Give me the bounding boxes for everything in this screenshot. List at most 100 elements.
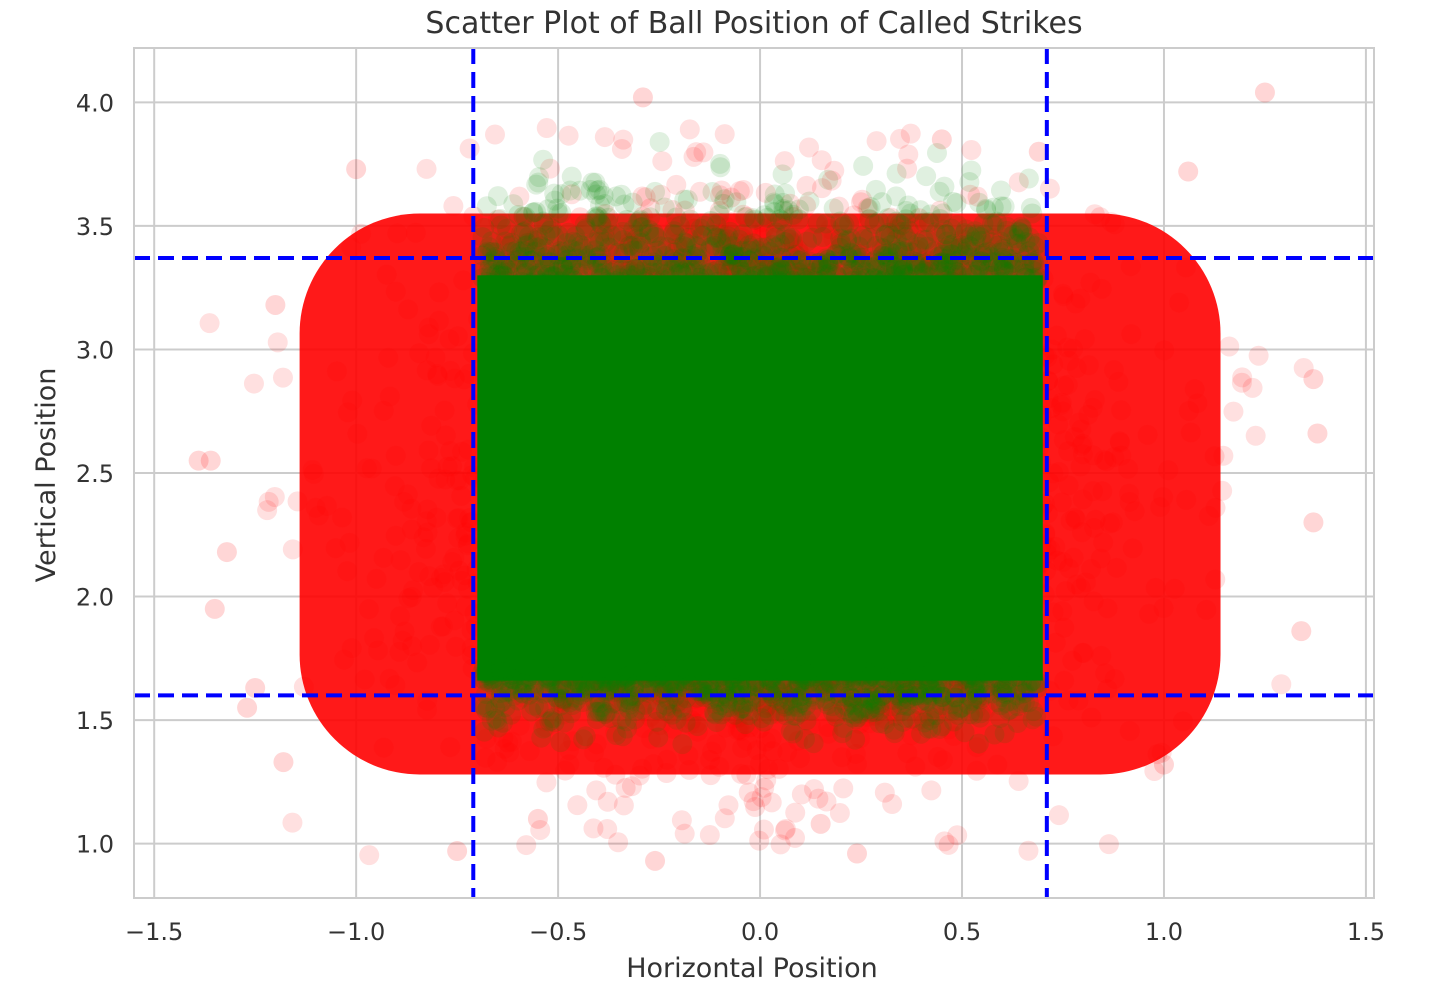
ball-point xyxy=(283,539,303,559)
strike-point xyxy=(649,666,669,686)
ball-point xyxy=(268,332,288,352)
strike-point xyxy=(982,266,1002,286)
ball-point xyxy=(718,795,738,815)
ball-point xyxy=(458,440,478,460)
ball-point xyxy=(928,747,948,767)
ball-point xyxy=(1054,376,1074,396)
strike-point xyxy=(934,177,954,197)
ball-point xyxy=(516,835,536,855)
ball-point xyxy=(555,761,575,781)
strike-point xyxy=(916,166,936,186)
ball-point xyxy=(364,628,384,648)
strike-point xyxy=(695,682,715,702)
ball-point xyxy=(1054,618,1074,638)
strike-point xyxy=(551,732,571,752)
ball-point xyxy=(1154,340,1174,360)
ball-point xyxy=(1154,598,1174,618)
strike-point xyxy=(773,164,793,184)
strike-point xyxy=(870,252,890,272)
ball-point xyxy=(385,675,405,695)
strike-point xyxy=(1021,198,1041,218)
ball-point xyxy=(1169,293,1189,313)
strike-point xyxy=(898,196,918,216)
ball-point xyxy=(1086,510,1106,530)
ball-point xyxy=(867,131,887,151)
ball-point xyxy=(380,386,400,406)
strike-point xyxy=(872,277,892,297)
ball-point xyxy=(833,778,853,798)
ball-point xyxy=(790,748,810,768)
ball-outlier-point xyxy=(1178,162,1198,182)
ball-point xyxy=(367,569,387,589)
ball-point xyxy=(1099,834,1119,854)
ball-point xyxy=(921,780,941,800)
ball-point xyxy=(567,795,587,815)
ball-outlier-point xyxy=(237,698,257,718)
ball-point xyxy=(1223,402,1243,422)
ball-point xyxy=(1054,671,1074,691)
ball-point xyxy=(420,635,440,655)
strike-point xyxy=(678,190,698,210)
strike-point xyxy=(562,167,582,187)
ball-point xyxy=(417,159,437,179)
ball-point xyxy=(351,224,371,244)
ball-point xyxy=(763,741,783,761)
ball-point xyxy=(417,700,437,720)
ball-point xyxy=(1271,674,1291,694)
ball-point xyxy=(423,578,443,598)
ball-point xyxy=(1083,481,1103,501)
strike-point xyxy=(601,262,621,282)
ball-point xyxy=(288,491,308,511)
ball-point xyxy=(459,364,479,384)
strike-point xyxy=(991,180,1011,200)
ball-point xyxy=(680,119,700,139)
ball-outlier-point xyxy=(1303,512,1323,532)
strike-point xyxy=(1013,224,1033,244)
ball-point xyxy=(304,464,324,484)
ball-point xyxy=(378,348,398,368)
ball-point xyxy=(1092,279,1112,299)
ball-point xyxy=(1185,379,1205,399)
ball-point xyxy=(443,196,463,216)
strike-point xyxy=(613,222,633,242)
ball-outlier-point xyxy=(273,752,293,772)
ball-point xyxy=(1179,401,1199,421)
ball-point xyxy=(355,669,375,689)
strike-point xyxy=(818,170,838,190)
ball-point xyxy=(359,845,379,865)
ball-point xyxy=(614,795,634,815)
strike-point xyxy=(472,695,492,715)
ball-outlier-point xyxy=(645,851,665,871)
ball-point xyxy=(347,424,367,444)
strike-point xyxy=(493,713,513,733)
ball-point xyxy=(1051,395,1071,415)
ball-point xyxy=(1048,414,1068,434)
strike-point xyxy=(593,660,613,680)
strike-point xyxy=(754,205,774,225)
ball-point xyxy=(437,593,457,613)
strike-point xyxy=(474,722,494,742)
ball-point xyxy=(1085,390,1105,410)
strike-point xyxy=(1019,169,1039,189)
ball-point xyxy=(1009,771,1029,791)
strike-point xyxy=(872,192,892,212)
strike-point xyxy=(808,267,828,287)
ball-point xyxy=(1213,446,1233,466)
ball-point xyxy=(476,748,496,768)
strike-point xyxy=(491,215,511,235)
ball-point xyxy=(736,765,756,785)
strike-point xyxy=(887,164,907,184)
ball-point xyxy=(905,757,925,777)
ball-point xyxy=(398,588,418,608)
ball-point xyxy=(398,299,418,319)
ball-point xyxy=(440,441,460,461)
ball-point xyxy=(406,223,426,243)
strike-point xyxy=(617,719,637,739)
ball-point xyxy=(387,223,407,243)
ball-point xyxy=(1212,481,1232,501)
strike-point xyxy=(908,233,928,253)
strike-point xyxy=(1005,275,1025,295)
ball-point xyxy=(273,368,293,388)
strike-point xyxy=(870,701,890,721)
